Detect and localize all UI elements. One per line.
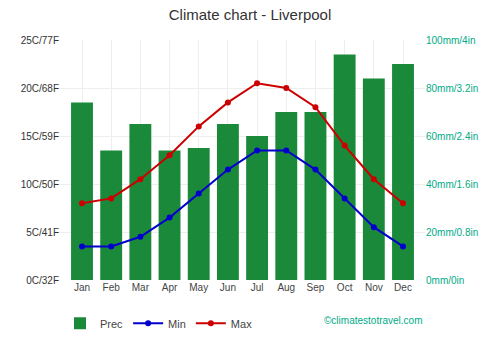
svg-text:40mm/1.6in: 40mm/1.6in (426, 179, 478, 190)
svg-text:Min: Min (168, 318, 186, 330)
svg-text:Apr: Apr (162, 282, 178, 293)
svg-text:Mar: Mar (132, 282, 150, 293)
svg-text:10C/50F: 10C/50F (21, 179, 59, 190)
svg-text:100mm/4in: 100mm/4in (426, 35, 475, 46)
svg-text:Dec: Dec (394, 282, 412, 293)
svg-text:Jan: Jan (74, 282, 90, 293)
svg-text:25C/77F: 25C/77F (21, 35, 59, 46)
svg-text:Climate chart - Liverpool: Climate chart - Liverpool (169, 6, 332, 23)
svg-text:80mm/3.2in: 80mm/3.2in (426, 83, 478, 94)
svg-text:Sep: Sep (307, 282, 325, 293)
svg-text:Max: Max (231, 318, 252, 330)
svg-text:Feb: Feb (103, 282, 121, 293)
svg-text:May: May (189, 282, 208, 293)
svg-text:0C/32F: 0C/32F (26, 275, 59, 286)
svg-text:Nov: Nov (365, 282, 383, 293)
svg-text:Jun: Jun (220, 282, 236, 293)
svg-text:0mm/0in: 0mm/0in (426, 275, 464, 286)
svg-text:Oct: Oct (337, 282, 353, 293)
svg-text:15C/59F: 15C/59F (21, 131, 59, 142)
svg-text:60mm/2.4in: 60mm/2.4in (426, 131, 478, 142)
svg-text:Jul: Jul (251, 282, 264, 293)
svg-text:5C/41F: 5C/41F (26, 227, 59, 238)
svg-text:20C/68F: 20C/68F (21, 83, 59, 94)
svg-text:20mm/0.8in: 20mm/0.8in (426, 227, 478, 238)
svg-text:©climatestotravel.com: ©climatestotravel.com (324, 315, 423, 326)
svg-text:Aug: Aug (277, 282, 295, 293)
svg-text:Prec: Prec (100, 318, 123, 330)
